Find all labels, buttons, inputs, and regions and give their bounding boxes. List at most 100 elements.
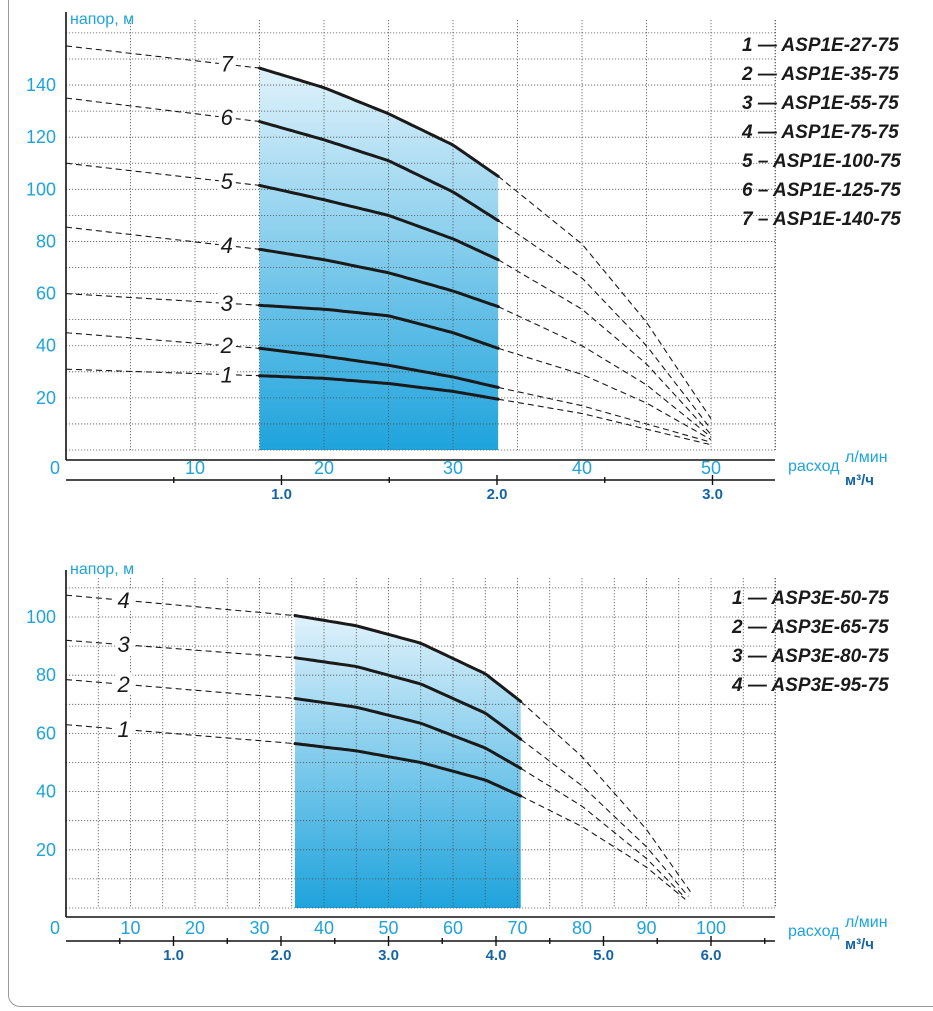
curve-number-label: 2 xyxy=(116,672,129,697)
curve-label-bg xyxy=(218,291,236,314)
x-tick-label: 100 xyxy=(696,918,726,938)
curve-label-bg xyxy=(115,588,133,611)
x-tick-label: 90 xyxy=(636,918,656,938)
x-tick-label: 40 xyxy=(314,918,334,938)
origin-label: 0 xyxy=(50,458,60,478)
x-unit-lpm: л/мин xyxy=(845,914,888,931)
x-unit-lpm: л/мин xyxy=(845,449,888,466)
curve-label-bg xyxy=(115,672,133,695)
curve-label-bg xyxy=(115,717,133,740)
curve-4-dashed-left xyxy=(65,594,296,617)
curve-3-dashed-right xyxy=(520,738,689,897)
y-tick-label: 20 xyxy=(36,840,56,860)
x-tick-label: 50 xyxy=(378,918,398,938)
curve-5-solid xyxy=(258,183,500,262)
curve-number-label: 4 xyxy=(221,233,233,258)
legend-entry: 1 — ASP3E-50-75 xyxy=(732,588,889,609)
x-unit-m3h: м³/ч xyxy=(845,472,874,489)
curve-number-label: 3 xyxy=(221,291,234,316)
curve-number-label: 3 xyxy=(117,632,130,657)
curve-3-solid xyxy=(293,656,523,741)
curve-1-solid xyxy=(258,374,500,401)
curve-2-dashed-right xyxy=(498,386,712,443)
legend-entry: 2 — ASP1E-35-75 xyxy=(741,64,899,85)
m3h-tick-label: 2.0 xyxy=(487,486,508,503)
legend-entry: 4 — ASP3E-95-75 xyxy=(731,675,889,696)
m3h-tick-label: 3.0 xyxy=(378,947,399,964)
legend-entry: 3 — ASP3E-80-75 xyxy=(732,646,889,667)
x-tick-label: 30 xyxy=(443,458,463,478)
curve-label-bg xyxy=(218,105,236,128)
curve-number-label: 5 xyxy=(221,169,234,194)
x-tick-label: 50 xyxy=(701,458,721,478)
x-tick-label: 20 xyxy=(185,918,205,938)
y-tick-label: 60 xyxy=(36,284,56,304)
curve-4-dashed-right xyxy=(497,306,712,438)
curve-label-bg xyxy=(218,334,236,357)
y-axis-label: напор, м xyxy=(70,11,134,28)
curve-number-label: 7 xyxy=(221,52,234,77)
legend-entry: 6 – ASP1E-125-75 xyxy=(742,180,901,201)
y-tick-label: 60 xyxy=(36,723,56,743)
curve-number-label: 1 xyxy=(221,362,233,387)
x-tick-label: 80 xyxy=(572,918,592,938)
grid xyxy=(66,20,776,451)
curve-4-solid xyxy=(293,614,523,703)
origin-label: 0 xyxy=(50,918,60,938)
curve-label-bg xyxy=(115,633,133,656)
legend-entry: 2 — ASP3E-65-75 xyxy=(731,617,889,638)
curve-3-dashed-left xyxy=(65,639,296,659)
curve-label-bg xyxy=(218,169,236,192)
curve-1-solid xyxy=(293,742,523,798)
y-tick-label: 100 xyxy=(26,179,56,199)
m3h-tick-label: 4.0 xyxy=(486,947,507,964)
m3h-tick-label: 5.0 xyxy=(593,947,614,964)
y-tick-label: 20 xyxy=(36,388,56,408)
m3h-tick-label: 1.0 xyxy=(271,486,292,503)
curve-2-solid xyxy=(293,697,523,770)
y-tick-label: 40 xyxy=(36,336,56,356)
x-tick-label: 60 xyxy=(443,918,463,938)
x-tick-label: 40 xyxy=(572,458,592,478)
x-tick-label: 30 xyxy=(249,918,269,938)
m3h-tick-label: 1.0 xyxy=(163,947,184,964)
curve-label-bg xyxy=(218,233,236,256)
m3h-tick-label: 6.0 xyxy=(701,947,722,964)
legend-entry: 4 — ASP1E-75-75 xyxy=(741,122,899,143)
legend-entry: 5 – ASP1E-100-75 xyxy=(742,151,901,172)
curve-1-dashed-right xyxy=(498,398,712,446)
legend-entry: 3 — ASP1E-55-75 xyxy=(742,93,899,114)
page-frame xyxy=(8,0,933,1007)
curve-4-solid xyxy=(258,247,500,309)
m3h-tick-label: 3.0 xyxy=(702,486,723,503)
curve-7-solid xyxy=(258,66,500,178)
curve-number-label: 4 xyxy=(117,588,129,613)
x-unit-m3h: м³/ч xyxy=(845,936,874,953)
curve-3-dashed-right xyxy=(498,347,712,441)
curve-6-solid xyxy=(258,120,500,223)
grid xyxy=(66,578,776,909)
curve-2-solid xyxy=(258,346,500,389)
curve-1-dashed-left xyxy=(65,724,296,745)
x-tick-label: 70 xyxy=(507,918,527,938)
curve-2-dashed-right xyxy=(520,767,686,899)
x-tick-label: 10 xyxy=(185,458,205,478)
y-tick-label: 80 xyxy=(36,665,56,685)
curve-5-dashed-right xyxy=(497,259,712,435)
y-tick-label: 80 xyxy=(36,231,56,251)
working-range-fill xyxy=(294,615,521,908)
curve-2-dashed-left xyxy=(65,679,296,700)
curve-number-label: 2 xyxy=(220,333,233,358)
curve-label-bg xyxy=(218,52,236,75)
curve-6-dashed-right xyxy=(497,220,712,430)
x-axis-label: расход xyxy=(788,458,840,475)
curve-label-bg xyxy=(218,363,236,386)
curve-1-dashed-right xyxy=(520,795,686,900)
legend-entry: 1 — ASP1E-27-75 xyxy=(742,35,899,56)
curve-number-label: 6 xyxy=(221,105,234,130)
curve-4-dashed-right xyxy=(520,700,693,894)
curve-3-solid xyxy=(258,303,500,350)
x-tick-label: 20 xyxy=(314,458,334,478)
legend-entry: 7 – ASP1E-140-75 xyxy=(742,209,901,230)
